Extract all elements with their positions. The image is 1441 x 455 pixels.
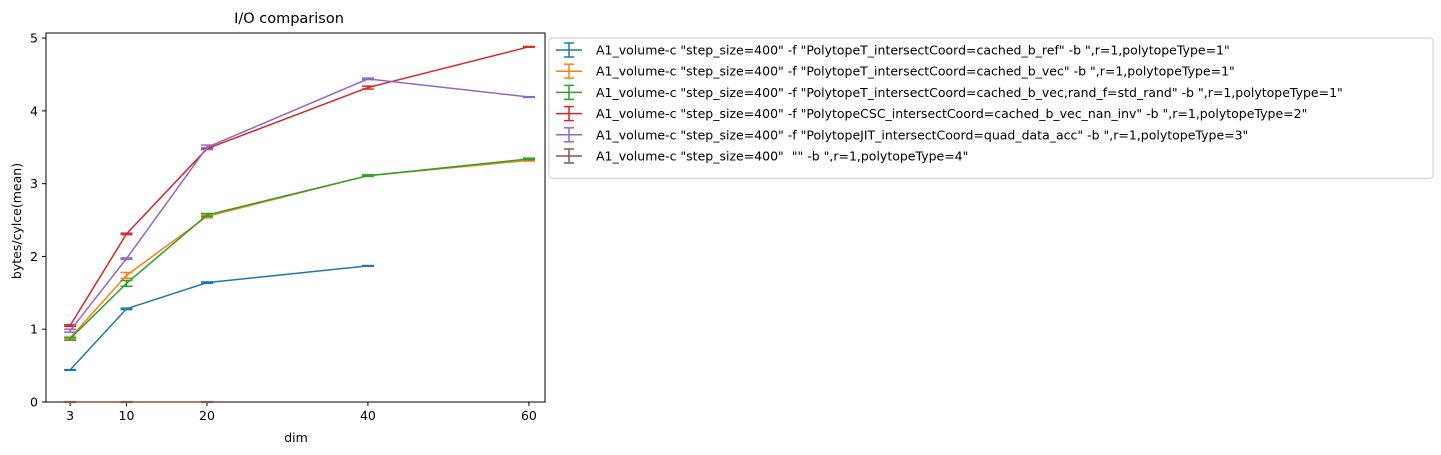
series-line-5	[69, 78, 529, 332]
x-tick-label: 3	[66, 408, 74, 423]
legend-label-4: A1_volume-c "step_size=400" -f "Polytope…	[596, 106, 1307, 121]
y-axis-label: bytes/cylce(mean)	[9, 163, 24, 279]
legend-label-6: A1_volume-c "step_size=400" "" -b ",r=1,…	[596, 149, 968, 164]
y-tick-label: 2	[30, 249, 38, 264]
y-tick-label: 3	[30, 176, 38, 191]
y-tick-label: 1	[30, 322, 38, 337]
series-line-1	[69, 265, 368, 371]
x-tick-label: 10	[119, 408, 135, 423]
x-axis-label: dim	[284, 430, 308, 445]
series-line-2	[69, 159, 529, 339]
series-line-3	[69, 158, 529, 340]
legend-label-1: A1_volume-c "step_size=400" -f "Polytope…	[596, 43, 1230, 58]
chart-title: I/O comparison	[234, 11, 344, 27]
legend-label-2: A1_volume-c "step_size=400" -f "Polytope…	[596, 64, 1235, 79]
y-tick-label: 4	[30, 103, 38, 118]
y-tick-label: 0	[30, 395, 38, 410]
x-tick-label: 20	[199, 408, 215, 423]
legend-label-3: A1_volume-c "step_size=400" -f "Polytope…	[596, 85, 1343, 100]
y-tick-label: 5	[30, 31, 38, 46]
x-tick-label: 60	[521, 408, 537, 423]
legend-label-5: A1_volume-c "step_size=400" -f "Polytope…	[596, 127, 1248, 142]
x-tick-label: 40	[360, 408, 376, 423]
legend-box	[548, 37, 1434, 179]
plot-frame	[45, 32, 546, 403]
